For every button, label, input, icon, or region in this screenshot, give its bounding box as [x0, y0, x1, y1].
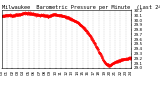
- Text: Milwaukee  Barometric Pressure per Minute  (Last 24 Hours): Milwaukee Barometric Pressure per Minute…: [2, 5, 160, 10]
